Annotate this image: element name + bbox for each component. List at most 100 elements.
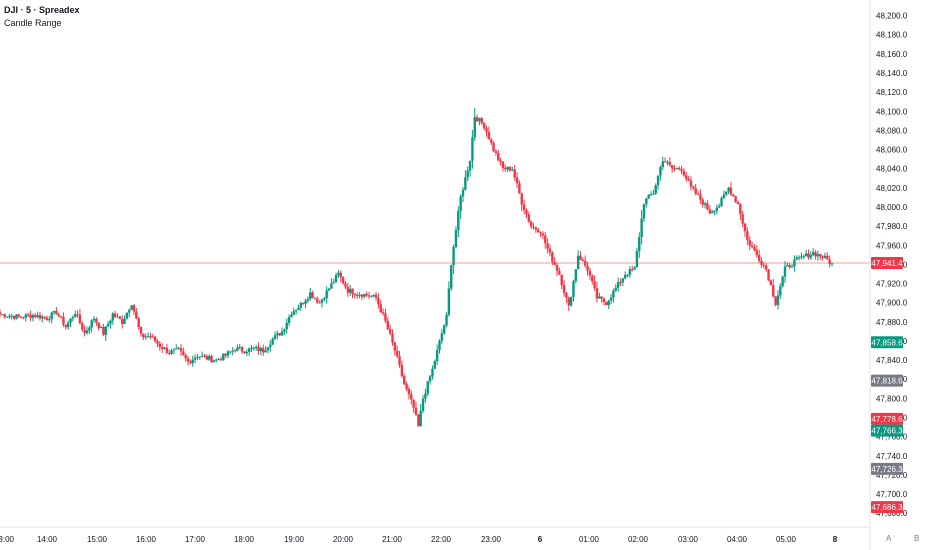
candle — [720, 196, 723, 208]
candle — [283, 328, 286, 336]
candle — [367, 291, 371, 299]
indicator-label[interactable]: Candle Range — [4, 18, 62, 28]
candle — [823, 252, 827, 259]
candle — [506, 166, 509, 173]
candle — [104, 326, 107, 342]
candle — [353, 292, 357, 299]
candle — [729, 181, 733, 197]
candle — [5, 316, 9, 319]
y-tick-label: 47,980.0 — [876, 222, 908, 231]
candle — [99, 325, 103, 329]
candle — [675, 167, 679, 170]
candle — [565, 291, 568, 303]
auto-scale-button[interactable]: A — [886, 534, 892, 543]
candle — [748, 236, 751, 251]
candle — [457, 206, 460, 238]
candle — [316, 296, 319, 304]
y-tick-label: 47,920.0 — [876, 280, 908, 289]
candle — [254, 344, 258, 351]
candle — [473, 108, 476, 141]
symbol-title[interactable]: DJI · 5 · Spreadex — [4, 5, 80, 15]
candle — [440, 329, 444, 345]
candle — [377, 293, 380, 309]
time-axis[interactable]: 13:00 14:00 15:00 16:00 17:00 18:00 19:00 20:00… — [0, 535, 838, 544]
candle — [414, 401, 418, 416]
candle — [142, 333, 145, 340]
candles-layer — [0, 108, 834, 427]
candle — [504, 164, 507, 172]
candle — [62, 312, 65, 327]
candle — [727, 186, 730, 195]
candle — [313, 297, 317, 300]
candle — [659, 165, 662, 181]
candle — [527, 211, 531, 223]
candle — [579, 251, 582, 261]
candle — [323, 296, 326, 302]
candle — [767, 268, 770, 282]
candle — [410, 390, 413, 405]
candle — [494, 148, 498, 156]
candle — [572, 279, 575, 302]
candle — [400, 360, 404, 378]
price-badge: 47,766.3 — [871, 424, 903, 437]
y-tick-label: 47,740.0 — [876, 452, 908, 461]
candle — [301, 302, 305, 306]
y-tick-label: 48,180.0 — [876, 31, 908, 40]
candle — [739, 202, 742, 221]
candle — [548, 244, 552, 257]
candle — [121, 315, 124, 329]
candle — [193, 354, 197, 363]
candle — [668, 157, 672, 168]
candle — [309, 287, 312, 301]
candle — [703, 201, 707, 209]
candle — [576, 250, 580, 270]
price-badge: 47,726.3 — [871, 462, 903, 475]
candle — [764, 263, 768, 272]
candle — [200, 351, 204, 358]
candle — [198, 356, 201, 361]
candle — [574, 269, 578, 284]
candle — [320, 298, 324, 308]
candle — [466, 166, 469, 182]
log-scale-button[interactable]: B — [914, 534, 920, 543]
price-badge: 47,778.6 — [871, 412, 903, 425]
svg-text:47,818.6: 47,818.6 — [871, 377, 903, 386]
candle — [433, 359, 437, 370]
candle — [471, 130, 474, 169]
candle — [736, 200, 740, 205]
candle — [372, 294, 375, 298]
candle — [532, 223, 535, 230]
candle — [797, 255, 801, 261]
candle — [447, 281, 451, 317]
candle — [706, 200, 709, 211]
candle — [356, 292, 359, 299]
candle — [555, 262, 559, 276]
candle — [177, 346, 180, 350]
candle — [236, 344, 239, 352]
y-tick-label: 47,680.0 — [876, 509, 908, 518]
candle — [623, 271, 627, 280]
candle — [363, 293, 366, 299]
y-tick-label: 48,060.0 — [876, 146, 908, 155]
x-tick-label: 22:00 — [431, 535, 452, 544]
candle — [339, 270, 342, 283]
candle — [1, 314, 4, 316]
candle — [229, 351, 232, 354]
candle — [113, 310, 117, 319]
candle — [184, 353, 187, 362]
candle — [435, 344, 439, 365]
candle — [247, 347, 251, 356]
candle — [403, 373, 406, 386]
candle — [398, 350, 401, 368]
candle — [781, 275, 784, 288]
candle — [581, 257, 585, 262]
candle — [487, 126, 491, 140]
candle — [656, 175, 660, 190]
candle — [17, 313, 21, 318]
candle — [529, 220, 533, 229]
candle — [191, 355, 194, 367]
candle — [687, 175, 690, 182]
candle — [252, 346, 256, 351]
candle — [478, 117, 481, 126]
